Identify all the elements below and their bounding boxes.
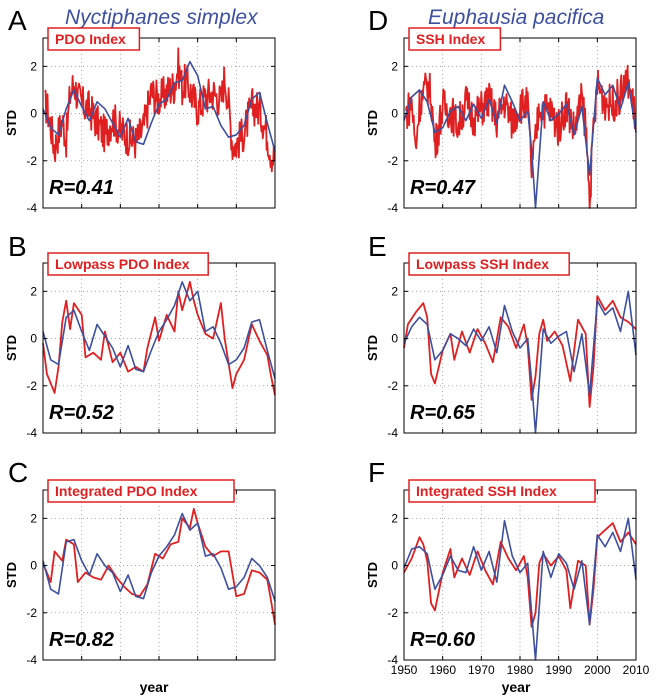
y-tick-label: -2 <box>387 606 398 620</box>
correlation-label: R=0.41 <box>49 177 114 199</box>
y-tick-label: 0 <box>391 332 398 346</box>
x-axis-label-right: year <box>502 679 531 695</box>
panel-title: Lowpass SSH Index <box>416 256 549 272</box>
x-tick-label: 1990 <box>545 663 572 677</box>
title-box: Lowpass PDO Index <box>47 252 209 276</box>
y-tick-label: 0 <box>391 107 398 121</box>
title-box: SSH Index <box>408 27 502 51</box>
y-tick-label: -4 <box>26 201 37 215</box>
panel-letter: D <box>368 5 388 36</box>
y-tick-label: -2 <box>387 154 398 168</box>
series-line-blue <box>403 290 637 434</box>
correlation-label: R=0.52 <box>49 402 114 424</box>
y-tick-label: 2 <box>30 511 37 525</box>
title-box-border <box>408 27 502 51</box>
title-box: PDO Index <box>47 27 141 51</box>
x-tick-label: 2010 <box>623 663 650 677</box>
y-tick-label: -2 <box>26 606 37 620</box>
panel-title: Integrated PDO Index <box>55 483 198 499</box>
panel-letter: B <box>8 231 27 262</box>
panel-letter: A <box>8 5 27 36</box>
series-line-blue <box>42 60 276 152</box>
y-tick-label: -4 <box>26 426 37 440</box>
panel-letter: C <box>8 457 28 488</box>
title-box: Integrated SSH Index <box>408 479 596 503</box>
series-line-red <box>405 64 637 209</box>
title-box-border <box>47 479 235 503</box>
panel-letter: E <box>368 231 387 262</box>
panel-letter: F <box>368 457 385 488</box>
correlation-label: R=0.65 <box>410 402 476 424</box>
series-line-red <box>42 281 276 396</box>
title-box-border <box>47 27 141 51</box>
series-line-blue <box>42 281 276 379</box>
title-box-border <box>408 479 596 503</box>
y-tick-label: 2 <box>30 284 37 298</box>
column-title-right: Euphausia pacifica <box>428 6 604 29</box>
title-box: Integrated PDO Index <box>47 479 235 503</box>
column-title-left: Nyctiphanes simplex <box>65 6 259 29</box>
series-line-red <box>42 508 276 625</box>
y-tick-label: 2 <box>30 59 37 73</box>
title-box: Lowpass SSH Index <box>408 252 570 276</box>
x-tick-label: 2000 <box>584 663 611 677</box>
y-tick-label: -4 <box>26 653 37 667</box>
series-line-blue <box>403 77 637 209</box>
panel-d: D 2 0 -2 -4 STD SSH Index R=0.47 <box>365 5 637 215</box>
y-tick-label: 2 <box>391 284 398 298</box>
panel-title: Lowpass PDO Index <box>55 256 190 272</box>
y-tick-label: 0 <box>30 559 37 573</box>
y-tick-label: -2 <box>387 379 398 393</box>
panel-b: B 2 0 -2 -4 STD Lowpass PDO Index R=0.52 <box>4 231 276 440</box>
panel-e: E 2 0 -2 -4 STD Lowpass SSH Index R=0.65 <box>365 231 637 440</box>
species-title-right: Euphausia pacifica <box>428 6 604 29</box>
series-line-blue <box>42 512 276 602</box>
species-title-left: Nyctiphanes simplex <box>65 6 259 29</box>
y-tick-label: -2 <box>26 154 37 168</box>
panels-group: A 2 0 -2 -4 STD PDO Index R=0.41 B 2 0 -2 -4 STD Lowpa… <box>4 5 650 677</box>
series-line-red <box>44 47 276 173</box>
y-axis-label: STD <box>365 562 380 588</box>
x-axis-label-left: year <box>140 679 169 695</box>
y-axis-label: STD <box>365 110 380 136</box>
correlation-label: R=0.47 <box>410 177 476 199</box>
y-tick-label: 0 <box>30 332 37 346</box>
y-tick-label: -4 <box>387 426 398 440</box>
x-tick-label: 1950 <box>391 663 418 677</box>
series-line-blue <box>403 517 637 661</box>
y-axis-label: STD <box>4 562 19 588</box>
y-tick-label: -2 <box>26 379 37 393</box>
y-tick-label: -4 <box>387 201 398 215</box>
x-tick-label: 1980 <box>507 663 534 677</box>
panel-c: C 2 0 -2 -4 STD Integrated PDO Index R=0.82 <box>4 457 276 667</box>
y-tick-label: 2 <box>391 511 398 525</box>
title-box-border <box>408 252 570 276</box>
y-axis-label: STD <box>4 335 19 361</box>
x-tick-label: 1970 <box>468 663 495 677</box>
correlation-label: R=0.82 <box>49 629 114 651</box>
x-tick-label: 1960 <box>429 663 456 677</box>
title-box-border <box>47 252 209 276</box>
y-tick-label: 2 <box>391 59 398 73</box>
panel-title: SSH Index <box>416 31 485 47</box>
correlation-label: R=0.60 <box>410 629 475 651</box>
panel-title: Integrated SSH Index <box>416 483 557 499</box>
panel-a: A 2 0 -2 -4 STD PDO Index R=0.41 <box>4 5 276 215</box>
panel-title: PDO Index <box>55 31 126 47</box>
y-axis-label: STD <box>365 335 380 361</box>
y-tick-label: -4 <box>387 653 398 667</box>
y-axis-label: STD <box>4 110 19 136</box>
series-line-red <box>403 295 637 408</box>
y-tick-label: 0 <box>391 559 398 573</box>
y-tick-label: 0 <box>30 107 37 121</box>
